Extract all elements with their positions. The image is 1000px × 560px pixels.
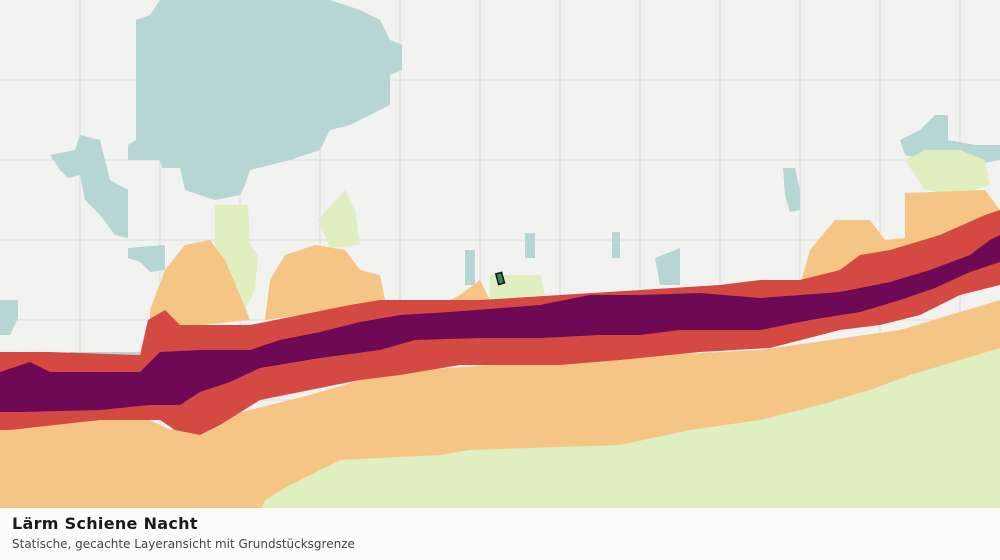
light-zone — [262, 348, 1000, 508]
map — [0, 0, 1000, 508]
caption-panel: Lärm Schiene Nacht Statische, gecachte L… — [0, 508, 1000, 560]
light-zone — [318, 190, 360, 248]
orange-zone — [265, 245, 385, 320]
teal-zone — [612, 232, 620, 258]
light-zone — [215, 205, 258, 310]
teal-zone — [465, 250, 475, 285]
parcel-marker — [494, 271, 506, 286]
light-zone — [905, 150, 990, 195]
teal-zone — [128, 0, 402, 200]
teal-zone — [0, 300, 18, 335]
teal-zone — [525, 233, 535, 258]
teal-zone — [128, 245, 165, 272]
layer-subtitle: Statische, gecachte Layeransicht mit Gru… — [12, 537, 355, 551]
orange-zone — [150, 240, 250, 330]
purple-zone — [0, 235, 1000, 412]
layer-title: Lärm Schiene Nacht — [12, 514, 198, 533]
teal-zone — [655, 248, 680, 285]
teal-zone — [783, 168, 800, 212]
teal-zone — [50, 135, 128, 238]
